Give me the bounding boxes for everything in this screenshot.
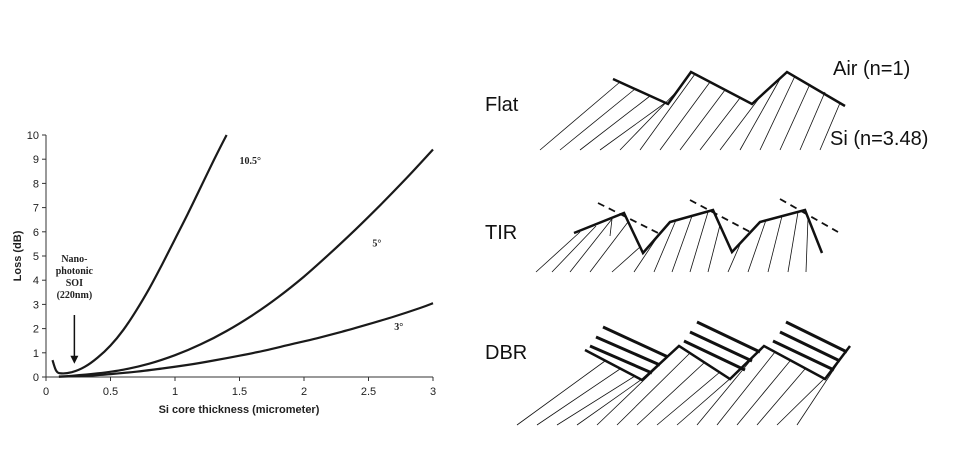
y-tick-label: 6	[33, 227, 39, 239]
air-label: Air (n=1)	[833, 58, 910, 80]
callout-text: Nano-	[61, 254, 87, 265]
si-label: Si (n=3.48)	[830, 128, 928, 150]
y-ticks: 0 1 2 3 4 5 6 7 8 9 10	[27, 130, 46, 384]
x-tick-label: 0.5	[103, 386, 118, 398]
row-label-flat: Flat	[485, 94, 519, 116]
flat-grating	[539, 70, 846, 151]
series-label: 10.5°	[240, 156, 262, 167]
x-ticks: 0 0.5 1 1.5 2 2.5 3	[43, 377, 436, 398]
y-tick-label: 0	[33, 372, 39, 384]
row-label-dbr: DBR	[485, 342, 527, 364]
callout-text: (220nm)	[57, 290, 93, 301]
series-line	[51, 134, 228, 375]
x-tick-label: 0	[43, 386, 49, 398]
x-tick-label: 3	[430, 386, 436, 398]
x-tick-label: 1	[172, 386, 178, 398]
callout-arrowhead	[70, 355, 79, 364]
y-tick-label: 5	[33, 251, 39, 263]
series-line	[58, 302, 434, 378]
dbr-grating	[516, 320, 851, 426]
y-tick-label: 4	[33, 275, 39, 287]
series-group	[51, 134, 434, 378]
series-label: 3°	[394, 322, 403, 333]
y-tick-label: 9	[33, 154, 39, 166]
loss-chart: 0 0.5 1 1.5 2 2.5 3 0 1 2 3 4 5 6 7 8 9 10 10.5° 5° 3° Si …	[12, 130, 436, 416]
x-tick-label: 2	[301, 386, 307, 398]
series-label: 5°	[372, 238, 381, 249]
x-tick-label: 2.5	[361, 386, 376, 398]
y-tick-label: 1	[33, 348, 39, 360]
series-line	[58, 148, 434, 378]
tir-grating	[535, 198, 839, 273]
y-tick-label: 2	[33, 324, 39, 336]
x-tick-label: 1.5	[232, 386, 247, 398]
row-label-tir: TIR	[485, 222, 517, 244]
callout-text: photonic	[56, 266, 94, 277]
series-labels: 10.5° 5° 3°	[240, 156, 404, 333]
y-tick-label: 7	[33, 203, 39, 215]
callout-text: SOI	[66, 278, 83, 289]
y-tick-label: 8	[33, 178, 39, 190]
y-tick-label: 10	[27, 130, 39, 142]
grating-diagram: Flat TIR DBR Air (n=1) Si (n=3.48)	[485, 58, 928, 426]
x-axis-title: Si core thickness (micrometer)	[159, 404, 320, 416]
y-axis-title: Loss (dB)	[12, 230, 24, 281]
y-tick-label: 3	[33, 299, 39, 311]
